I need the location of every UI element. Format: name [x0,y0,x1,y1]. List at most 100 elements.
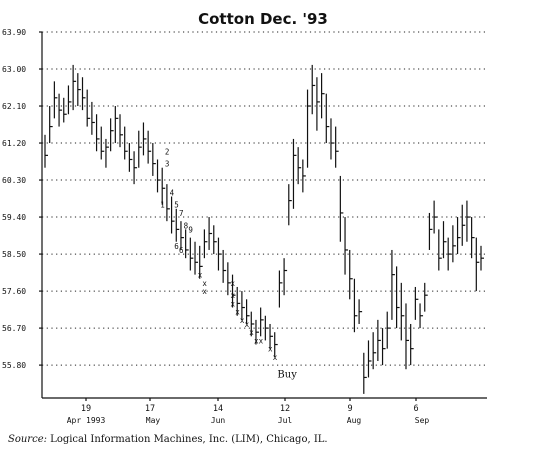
price-bar [471,217,475,259]
price-bar [217,237,222,271]
y-tick-label: 60.30 [2,176,26,185]
price-bar [213,225,217,255]
price-bar [424,282,428,312]
price-bar [363,352,367,394]
price-bar [274,332,278,357]
source-label: Source: [8,434,47,445]
price-bar [278,270,283,308]
price-bar [44,134,48,168]
price-bar [194,241,199,275]
y-tick-label: 56.70 [2,324,26,333]
annotation-label: 6 [174,242,179,251]
price-bar [185,229,189,259]
price-bar [114,106,119,144]
price-bar [428,212,433,250]
annotation-label: 7 [179,209,184,218]
annotation-label: x [202,279,207,288]
price-bar [260,307,264,337]
price-bar [367,340,372,378]
annotation-label: 6 [179,246,184,255]
price-bar [100,126,105,160]
price-bar [203,229,208,259]
y-axis-ticks: 63.90 63.00 62.10 61.20 60.30 59.40 58.50 57.60… [2,28,42,370]
price-bar [456,217,461,255]
price-bar [414,286,419,320]
price-bar [377,319,381,361]
annotation-label: x [202,287,207,296]
price-bar [147,130,152,164]
price-bar [349,249,353,300]
price-bar [49,106,53,144]
price-bar [105,138,109,168]
price-bar [311,64,316,115]
price-bar [166,184,170,222]
price-bar [189,237,194,271]
y-tick-label: 62.10 [2,102,26,111]
price-bar [156,159,161,193]
price-bar [81,77,86,111]
source-note: Source: Logical Information Machines, In… [8,434,328,445]
price-bar [325,93,330,144]
price-bar [339,175,344,242]
price-bar [199,245,203,279]
price-bar [77,73,81,107]
price-bar [297,147,302,185]
annotation-label: 4 [170,188,175,197]
price-bar [222,249,227,283]
price-bar [180,221,184,250]
price-bar [95,114,100,152]
y-tick-label: 59.40 [2,213,26,222]
price-bar [330,118,334,160]
price-bar [283,258,288,296]
price-bar [335,126,339,168]
price-bar [63,97,67,123]
price-bar [128,143,133,172]
x-month-label: Apr 1993 [67,416,106,425]
annotation-label: x [268,345,273,354]
price-bar [381,328,386,366]
x-month-label: Sep [415,416,430,425]
price-bar [161,167,166,205]
price-bar [231,274,236,308]
price-bar [245,299,250,324]
price-bar [358,299,363,324]
price-bar [264,315,269,341]
y-tick-label: 61.20 [2,139,26,148]
annotation-label: x [198,271,203,280]
price-bar [208,217,213,250]
price-bar [419,303,424,329]
price-bar [133,151,138,185]
price-bar [142,122,147,156]
price-bar [433,200,438,234]
x-month-label: Jul [278,416,293,425]
price-bar [321,73,325,119]
chart-title: Cotton Dec. '93 [198,10,328,28]
annotation-label: 3 [165,160,170,169]
price-bar [396,266,400,329]
price-bar [72,64,77,111]
price-bar [269,323,274,349]
annotation-label: 9 [188,225,193,234]
x-tick-label: 17 [145,404,155,414]
price-bar [58,93,63,127]
price-bar [442,221,447,259]
price-bar [124,126,128,160]
price-bar [475,237,480,292]
price-bar [250,311,255,337]
price-bar [391,249,395,320]
price-bar [353,278,358,333]
price-bars [44,64,484,394]
axes [41,32,487,399]
y-tick-label: 63.00 [2,65,26,74]
price-bar [227,262,231,296]
annotation-label: x [259,336,264,345]
y-tick-label: 63.90 [2,28,26,37]
x-tick-label: 19 [81,404,91,414]
annotation-label: x [240,316,245,325]
price-bar [170,196,175,234]
price-bar [461,204,466,246]
annotation-label: x [235,308,240,317]
price-bar [86,89,91,127]
annotation-label: 8 [184,221,189,230]
